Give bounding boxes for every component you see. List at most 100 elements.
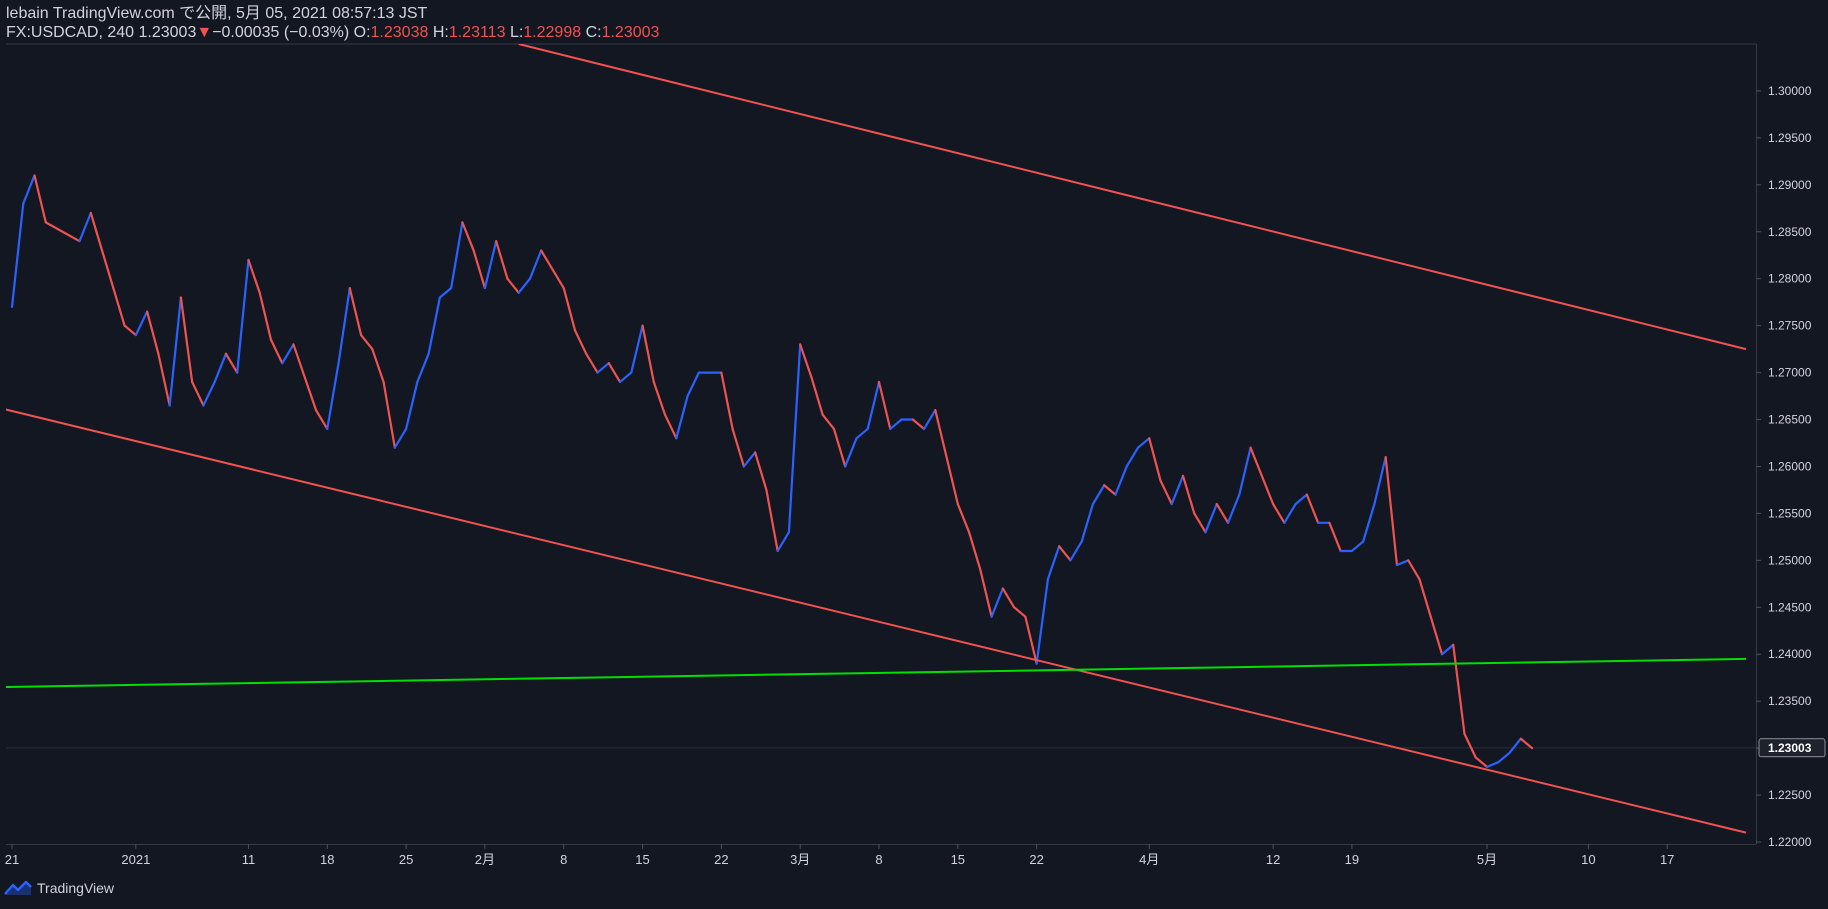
x-tick-label: 4月: [1139, 852, 1159, 867]
price-segment: [326, 362, 340, 431]
price-segment: [371, 348, 385, 384]
price-segment: [1474, 756, 1489, 768]
price-segment: [979, 568, 993, 618]
y-tick-label: 1.25500: [1768, 506, 1812, 520]
price-segment: [641, 324, 655, 384]
tradingview-branding[interactable]: TradingView: [4, 880, 114, 896]
x-tick-label: 17: [1660, 852, 1674, 867]
y-tick-label: 1.30000: [1768, 84, 1812, 98]
price-segment: [1058, 545, 1072, 562]
price-segment: [855, 427, 869, 440]
price-segment: [934, 409, 948, 459]
price-segment: [1080, 502, 1095, 543]
time-axis[interactable]: 21 2021 11 18 25 2月 8 15 22 3月 8 15 22 4月 12 19 5月 10 17: [5, 844, 1675, 867]
x-tick-label: 3月: [790, 852, 810, 867]
x-tick-label: 12: [1266, 852, 1280, 867]
price-segment: [1125, 446, 1140, 468]
price-segment: [573, 329, 588, 355]
y-tick-label: 1.26000: [1768, 459, 1812, 473]
price-chart[interactable]: 1.220001.225001.230001.235001.240001.245…: [0, 0, 1828, 880]
price-segment: [1463, 732, 1477, 759]
price-segment: [393, 427, 408, 449]
last-price: 1.23003: [138, 24, 197, 41]
price-segment: [528, 249, 543, 280]
price-segment: [236, 258, 250, 374]
x-tick-label: 8: [560, 852, 567, 867]
x-tick-label: 2021: [121, 852, 150, 867]
tradingview-logo-icon: [4, 880, 32, 895]
price-segment: [1001, 587, 1016, 609]
open-value: 1.23038: [370, 24, 429, 41]
price-segment: [967, 531, 982, 571]
x-tick-label: 15: [635, 852, 649, 867]
y-tick-label: 1.22000: [1768, 835, 1812, 849]
price-segment: [292, 343, 318, 412]
price-segment: [1136, 437, 1151, 449]
price-segment: [596, 362, 610, 374]
x-tick-label: 10: [1581, 852, 1595, 867]
price-segment: [630, 324, 644, 374]
price-segment: [686, 371, 700, 398]
price-segment: [1170, 474, 1185, 506]
price-segment: [1148, 437, 1162, 482]
price-segment: [1249, 446, 1263, 477]
price-segment: [1407, 559, 1421, 581]
price-segment: [100, 249, 115, 290]
x-tick-label: 5月: [1477, 852, 1497, 867]
x-tick-label: 8: [875, 852, 882, 867]
x-tick-label: 15: [951, 852, 965, 867]
y-tick-label: 1.26500: [1768, 413, 1812, 427]
price-segment: [1271, 502, 1286, 524]
x-tick-label: 22: [714, 852, 728, 867]
price-segment: [618, 371, 633, 384]
low-label: L:: [509, 24, 524, 41]
high-value: 1.23113: [448, 24, 506, 41]
channel-upper-line[interactable]: [518, 44, 1747, 351]
price-segment: [1215, 502, 1230, 524]
price-segment: [404, 380, 419, 431]
y-tick-label: 1.28500: [1768, 225, 1812, 239]
price-segment: [506, 277, 520, 294]
price-segment: [1305, 493, 1320, 524]
close-value: 1.23003: [601, 24, 660, 41]
support-line[interactable]: [1, 657, 1747, 689]
price-segment: [776, 531, 791, 553]
price-axis[interactable]: 1.220001.225001.230001.235001.240001.245…: [1756, 84, 1826, 849]
price-segment: [247, 258, 261, 294]
price-segment: [1373, 455, 1387, 506]
price-segment: [179, 296, 194, 384]
price-segment: [359, 333, 374, 351]
price-segment: [1497, 751, 1511, 764]
price-segment: [1294, 493, 1308, 506]
channel-lower-line[interactable]: [1, 408, 1747, 834]
price-segment: [1181, 474, 1196, 515]
price-segment: [483, 240, 498, 290]
price-segment: [517, 277, 532, 294]
y-tick-label: 1.29000: [1768, 178, 1812, 192]
plot-border: [6, 43, 1757, 845]
price-segment: [258, 291, 273, 341]
price-segment: [720, 371, 734, 431]
price-segment: [956, 502, 971, 534]
price-segment: [866, 380, 881, 431]
price-segment: [1260, 474, 1275, 506]
price-segment: [1328, 521, 1342, 553]
price-segment: [495, 240, 509, 280]
chart-plot-area: [1, 44, 1756, 834]
price-segment: [123, 324, 137, 337]
price-segment: [1103, 484, 1117, 496]
price-segment: [224, 352, 239, 374]
price-segment: [461, 221, 475, 252]
price-segment: [877, 380, 892, 431]
y-tick-label: 1.28000: [1768, 272, 1812, 286]
price-segment: [821, 413, 836, 431]
price-segment: [1395, 559, 1410, 567]
symbol-label[interactable]: FX:USDCAD, 240: [6, 24, 135, 41]
x-tick-label: 21: [5, 852, 19, 867]
price-segment: [1508, 737, 1522, 754]
price-segment: [675, 394, 689, 440]
x-tick-label: 25: [399, 852, 413, 867]
price-segment: [78, 211, 92, 243]
y-tick-label: 1.27000: [1768, 366, 1812, 380]
price-segment: [157, 352, 171, 407]
